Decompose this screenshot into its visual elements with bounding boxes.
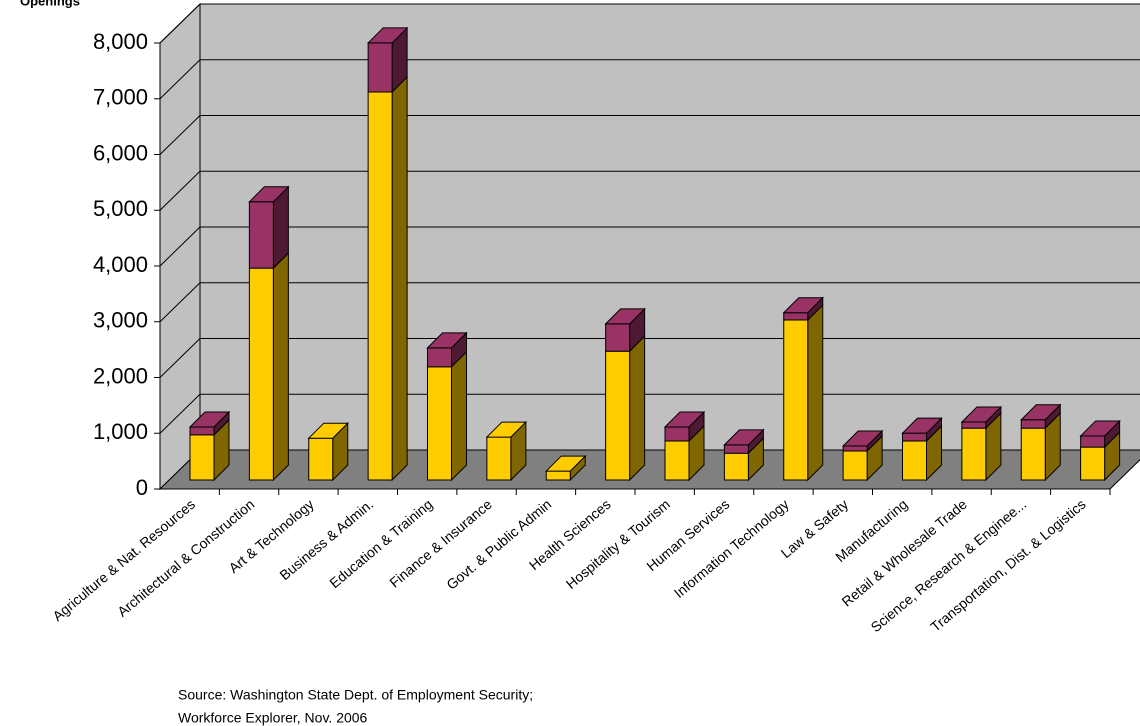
grid-line [159, 282, 1140, 323]
bar-top [426, 332, 468, 349]
bar [783, 319, 809, 481]
bar-side [391, 75, 408, 482]
bar [248, 201, 274, 269]
bar [842, 445, 868, 452]
y-tick-label: 8,000 [93, 29, 148, 54]
grid-line [159, 393, 1140, 434]
bar-top [663, 411, 706, 428]
y-tick-label: 3,000 [93, 308, 148, 333]
y-tick-label: 0 [136, 475, 148, 500]
bar-top [188, 411, 231, 428]
bar [545, 470, 571, 481]
bar [902, 432, 927, 442]
grid-line [159, 3, 1140, 44]
bar-top [901, 417, 943, 434]
bar-top [485, 421, 528, 438]
source-note: Workforce Explorer, Nov. 2006 [178, 710, 368, 726]
y-tick-label: 2,000 [93, 363, 148, 388]
x-tick-label: Finance & Insurance [386, 496, 495, 591]
bar [1080, 435, 1106, 448]
x-tick-label: Hospitality & Tourism [563, 496, 673, 592]
bar-top [1020, 404, 1062, 421]
grid-line [159, 59, 1140, 100]
bar [1020, 419, 1046, 429]
y-tick-label: 5,000 [93, 196, 148, 221]
bar [248, 267, 274, 481]
grid-line [159, 170, 1140, 211]
grid-line [159, 338, 1140, 378]
bar-top [248, 186, 290, 203]
bar [605, 350, 631, 481]
bar-top [545, 455, 587, 472]
bar [367, 42, 393, 93]
bar [783, 312, 809, 321]
bar [367, 91, 393, 481]
bar [723, 452, 749, 481]
grid-line [159, 115, 1140, 155]
bar-top [1079, 420, 1121, 437]
bar [189, 434, 215, 481]
y-tick-label: 1,000 [93, 419, 148, 444]
y-axis-title: Openings [20, 0, 80, 8]
bar [427, 366, 452, 481]
bar [189, 426, 215, 436]
bar [961, 427, 987, 481]
x-tick-label: Education & Training [326, 496, 435, 591]
bar-top [782, 297, 824, 314]
x-tick-label: Information Technology [671, 496, 792, 601]
y-tick-label: 7,000 [93, 85, 148, 110]
bar-side [451, 350, 467, 482]
bar-side [629, 335, 646, 482]
bar-side [807, 303, 824, 482]
bar [842, 450, 868, 481]
bar-top [723, 429, 765, 446]
bar-side [272, 251, 289, 482]
bar [427, 347, 452, 368]
bar-top [366, 27, 409, 44]
x-tick-label: Govt. & Public Admin [443, 496, 554, 593]
bar [961, 421, 987, 429]
bar [902, 440, 927, 481]
bar [605, 323, 631, 352]
bar-top [960, 406, 1003, 423]
bar [664, 426, 690, 442]
y-tick-label: 4,000 [93, 252, 148, 277]
bar [486, 436, 512, 481]
grid-line [159, 226, 1140, 267]
y-tick-label: 6,000 [93, 140, 148, 165]
bar [308, 437, 334, 481]
bar-top [604, 308, 646, 325]
source-note: Source: Washington State Dept. of Employ… [178, 687, 533, 703]
bar-top [307, 422, 349, 439]
bar [664, 440, 690, 481]
bar [723, 444, 749, 454]
bar-top [841, 430, 884, 447]
bar [1020, 427, 1046, 481]
bar [1080, 446, 1106, 481]
